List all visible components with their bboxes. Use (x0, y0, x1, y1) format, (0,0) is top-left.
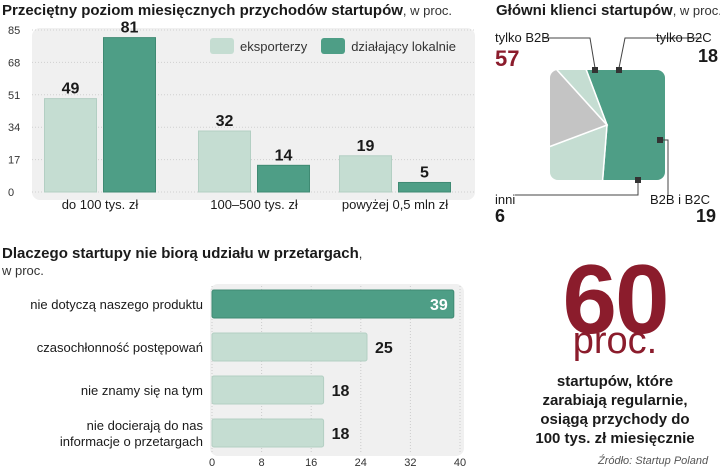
hbar-value-label: 18 (332, 383, 350, 400)
bar-eksporterzy (339, 155, 392, 193)
hbar-value-label: 25 (375, 340, 393, 357)
legend-swatch-light (210, 38, 234, 54)
pie-value-b2c: 18 (698, 46, 719, 66)
hbar-category-label: nie znamy się na tym (81, 383, 203, 398)
pie-slice-inni (550, 70, 608, 126)
bar-value-label: 49 (62, 81, 80, 98)
pie-chart-title: Główni klienci startupów, w proc. (496, 2, 720, 19)
hbar (211, 375, 325, 405)
y-tick-label: 85 (8, 25, 20, 37)
x-category-label: 100–500 tys. zł (210, 197, 298, 212)
legend-item-lokalnie: działający lokalnie (321, 38, 456, 54)
hbar-value-label: 39 (430, 297, 448, 314)
hbar-category-label: czasochłonność postępowań (37, 340, 203, 355)
hbar (211, 418, 325, 448)
pie-slices (550, 70, 665, 180)
bar-legend: eksporterzy działający lokalnie (210, 38, 456, 54)
pie-slice-b2b-b2c (550, 70, 609, 172)
y-tick-label: 68 (8, 57, 20, 69)
stat-unit: proc. (572, 320, 658, 362)
legend-item-eksporterzy: eksporterzy (210, 38, 307, 54)
bar-value-label: 32 (216, 113, 234, 130)
pie-label-b2b-b2c: B2B i B2C (650, 192, 710, 207)
x-tick-label: 16 (305, 457, 317, 469)
stat-line: osiągą przychody do (540, 411, 690, 428)
source-note: Źródło: Startup Poland (598, 455, 709, 467)
pie-chart (515, 37, 702, 196)
legend-label: eksporterzy (240, 38, 308, 54)
bar-value-label: 14 (275, 147, 293, 164)
x-tick-label: 32 (404, 457, 416, 469)
pie-slice-b2b (560, 70, 665, 180)
bar-eksporterzy (198, 130, 251, 193)
x-category-label: do 100 tys. zł (62, 197, 139, 212)
leader-marker (635, 177, 641, 183)
x-category-label: powyżej 0,5 mln zł (342, 197, 448, 212)
y-tick-label: 34 (8, 122, 20, 134)
stat-description: startupów, które zarabiają regularnie, o… (505, 372, 720, 448)
y-tick-label: 17 (8, 155, 20, 167)
grouped-bar-chart: 0 17 34 51 68 85 49 81 do 100 tys. zł 32 14 100–500… (8, 20, 475, 212)
hbar-category-label: nie docierają do nas (87, 418, 204, 433)
y-tick-label: 51 (8, 90, 20, 102)
hbar-value-label: 18 (332, 426, 350, 443)
leader-marker (616, 67, 622, 73)
pie-label-inni: inni (495, 192, 516, 207)
stat-line: startupów, które (556, 373, 674, 390)
hbar (211, 289, 455, 319)
hbar (211, 332, 368, 362)
y-tick-label: 0 (8, 187, 14, 199)
hbar-category-label: informacje o przetargach (60, 434, 203, 449)
pie-label-b2c: tylko B2C (656, 30, 712, 45)
pie-value-inni: 6 (495, 206, 506, 226)
bar-lokalnie (257, 164, 310, 193)
x-tick-label: 40 (454, 457, 466, 469)
x-tick-label: 0 (209, 457, 215, 469)
bar-lokalnie (398, 181, 451, 193)
horizontal-bar-chart: 0 8 16 24 32 40 39 nie dotyczą naszego produktu… (30, 286, 466, 469)
legend-swatch-dark (321, 38, 346, 54)
hbar-chart-unit: w proc. (2, 263, 44, 278)
stat-value: 60 (562, 244, 669, 354)
hbar-chart-title: Dlaczego startupy nie biorą udziału w pr… (2, 245, 363, 262)
leader-marker (592, 67, 598, 73)
leader-line-inni (515, 178, 639, 196)
x-tick-label: 8 (259, 457, 265, 469)
pie-label-b2b: tylko B2B (495, 30, 550, 45)
x-tick-label: 24 (355, 457, 367, 469)
leader-line-b2c (618, 37, 702, 69)
leader-marker (657, 137, 663, 143)
bar-value-label: 5 (420, 164, 429, 181)
stat-line: zarabiają regularnie, (542, 392, 688, 409)
bar-value-label: 19 (357, 138, 375, 155)
bar-value-label: 81 (121, 20, 139, 37)
leader-line-b2b (544, 37, 596, 69)
pie-value-b2b-b2c: 19 (696, 206, 717, 226)
bar-eksporterzy (44, 98, 97, 193)
legend-label: działający lokalnie (351, 38, 456, 54)
bar-lokalnie (103, 37, 156, 193)
pie-slice-b2c (550, 123, 608, 180)
hbar-category-label: nie dotyczą naszego produktu (30, 297, 203, 312)
pie-value-b2b: 57 (495, 46, 520, 71)
bar-chart-title: Przeciętny poziom miesięcznych przychodó… (2, 2, 453, 19)
stat-line: 100 tys. zł miesięcznie (535, 430, 695, 447)
